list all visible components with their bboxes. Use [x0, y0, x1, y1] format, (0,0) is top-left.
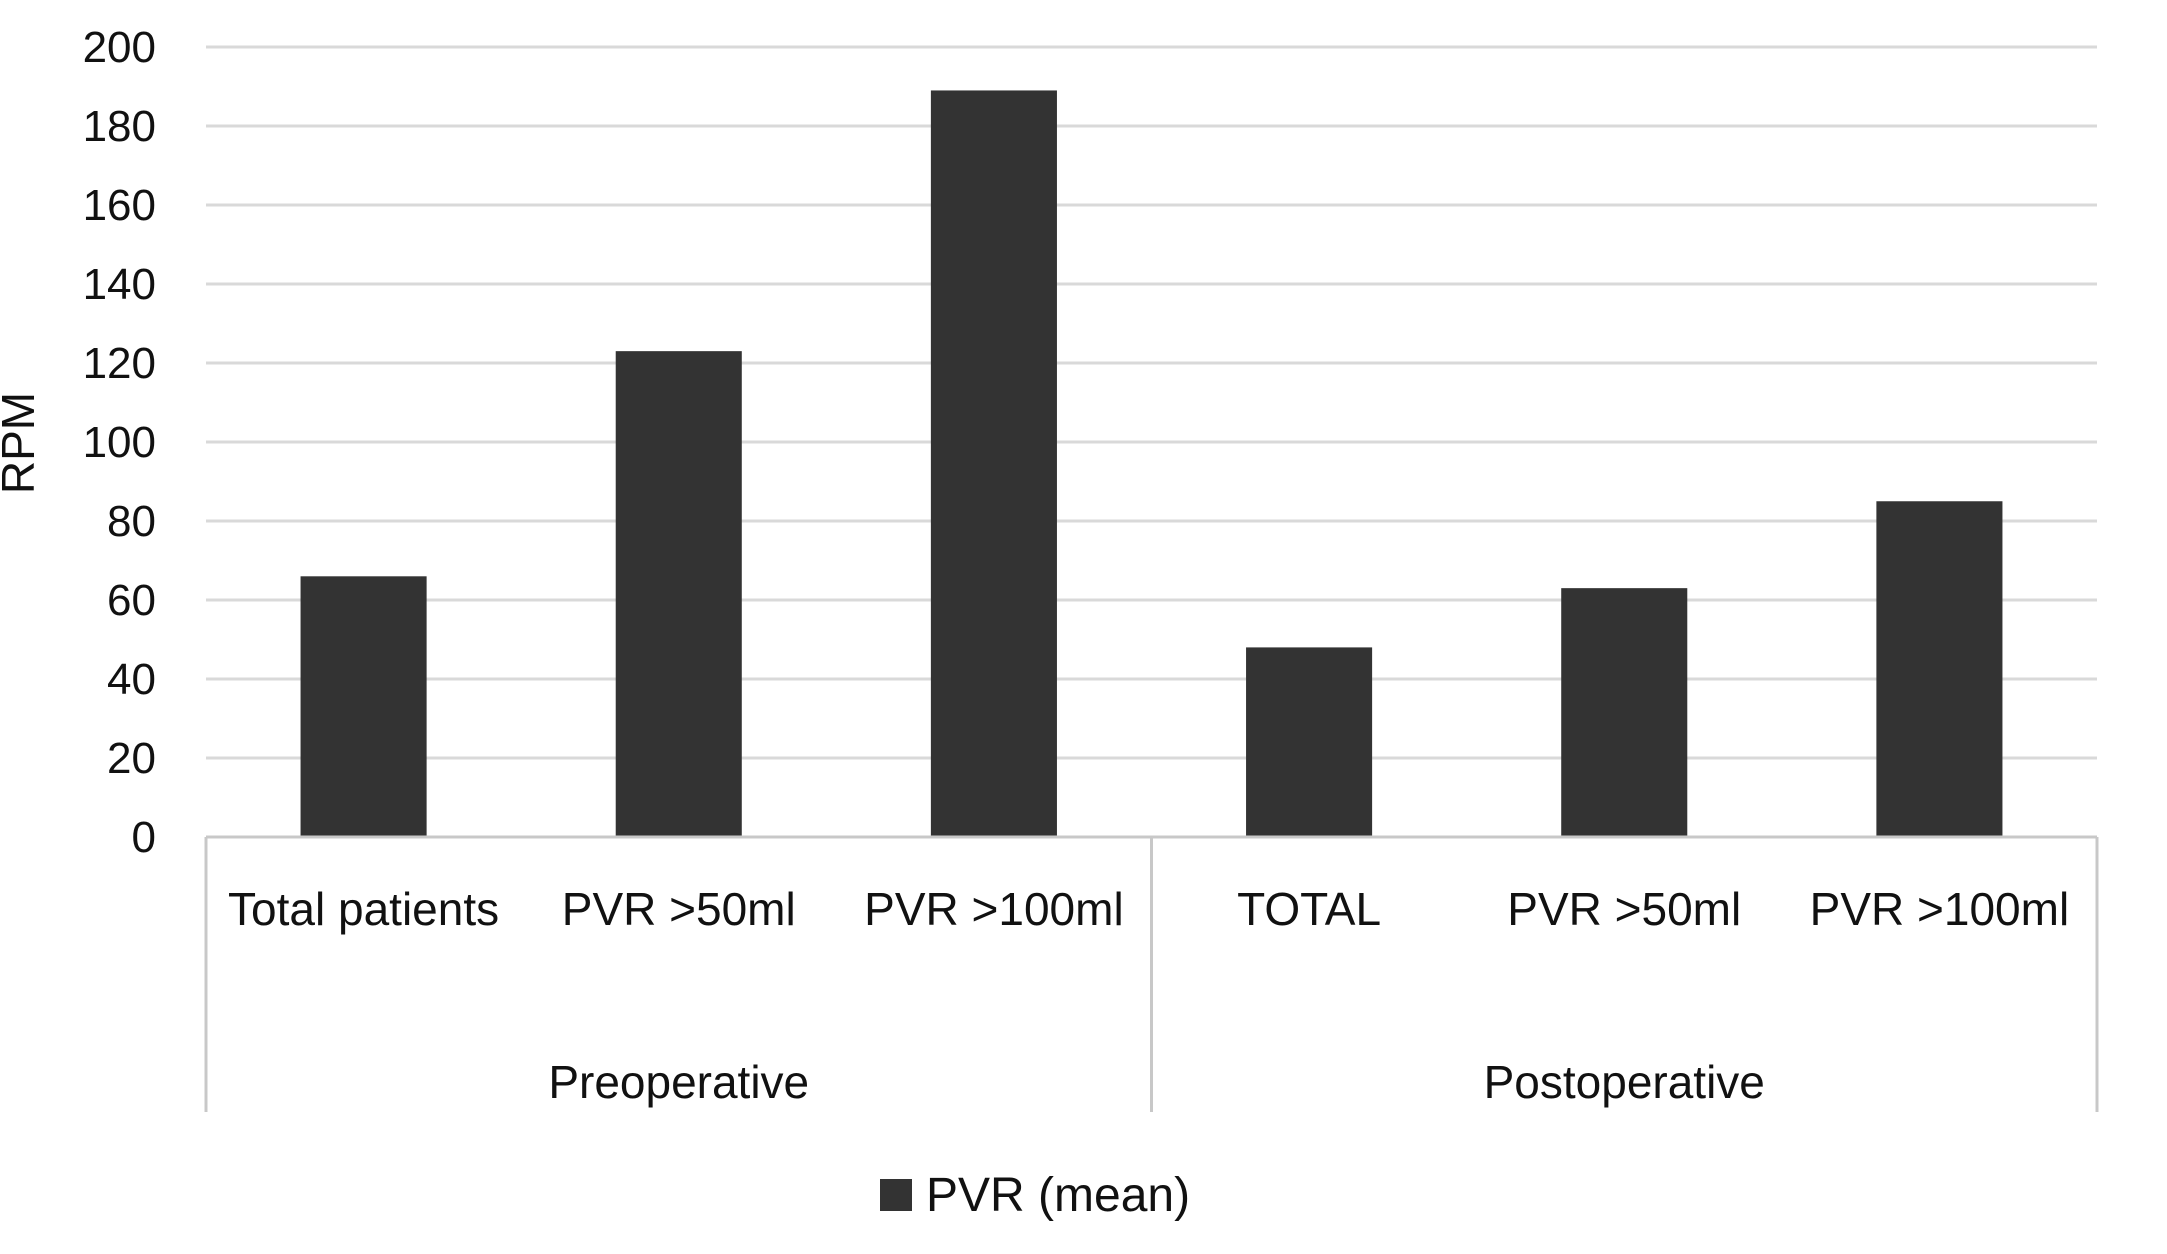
- group-label: Postoperative: [1484, 1056, 1765, 1108]
- y-tick-label: 200: [83, 23, 156, 72]
- category-label: PVR >50ml: [1507, 883, 1741, 935]
- y-tick-label: 100: [83, 418, 156, 467]
- y-tick-label: 140: [83, 260, 156, 309]
- legend: PVR (mean): [880, 1169, 1190, 1222]
- legend-swatch: [880, 1179, 912, 1211]
- category-label: Total patients: [228, 883, 499, 935]
- bar: [300, 576, 427, 837]
- y-axis-title: RPM: [0, 392, 44, 494]
- bar: [1561, 588, 1688, 837]
- bar: [930, 90, 1057, 837]
- bar: [1876, 501, 2003, 837]
- bar: [1246, 647, 1373, 837]
- bars: [300, 90, 2003, 837]
- group-label: Preoperative: [548, 1056, 809, 1108]
- y-tick-label: 20: [107, 734, 156, 783]
- x-axis: [204, 835, 2099, 1112]
- legend-label: PVR (mean): [926, 1169, 1190, 1222]
- y-tick-label: 160: [83, 181, 156, 230]
- y-tick-label: 80: [107, 497, 156, 546]
- category-label: PVR >50ml: [562, 883, 796, 935]
- group-labels: Preoperative Postoperative: [548, 1056, 1765, 1108]
- gridlines: [206, 45, 2097, 760]
- category-label: TOTAL: [1237, 883, 1381, 935]
- y-tick-label: 40: [107, 655, 156, 704]
- category-label: PVR >100ml: [864, 883, 1124, 935]
- y-tick-label: 180: [83, 102, 156, 151]
- category-labels: Total patients PVR >50ml PVR >100ml TOTAL PV…: [228, 883, 2069, 935]
- y-tick-label: 0: [132, 813, 156, 862]
- y-tick-label: 60: [107, 576, 156, 625]
- y-axis-ticks: 0 20 40 60 80 100 120 140 160 180 200: [83, 23, 156, 862]
- category-label: PVR >100ml: [1810, 883, 2070, 935]
- y-tick-label: 120: [83, 339, 156, 388]
- bar: [615, 351, 742, 837]
